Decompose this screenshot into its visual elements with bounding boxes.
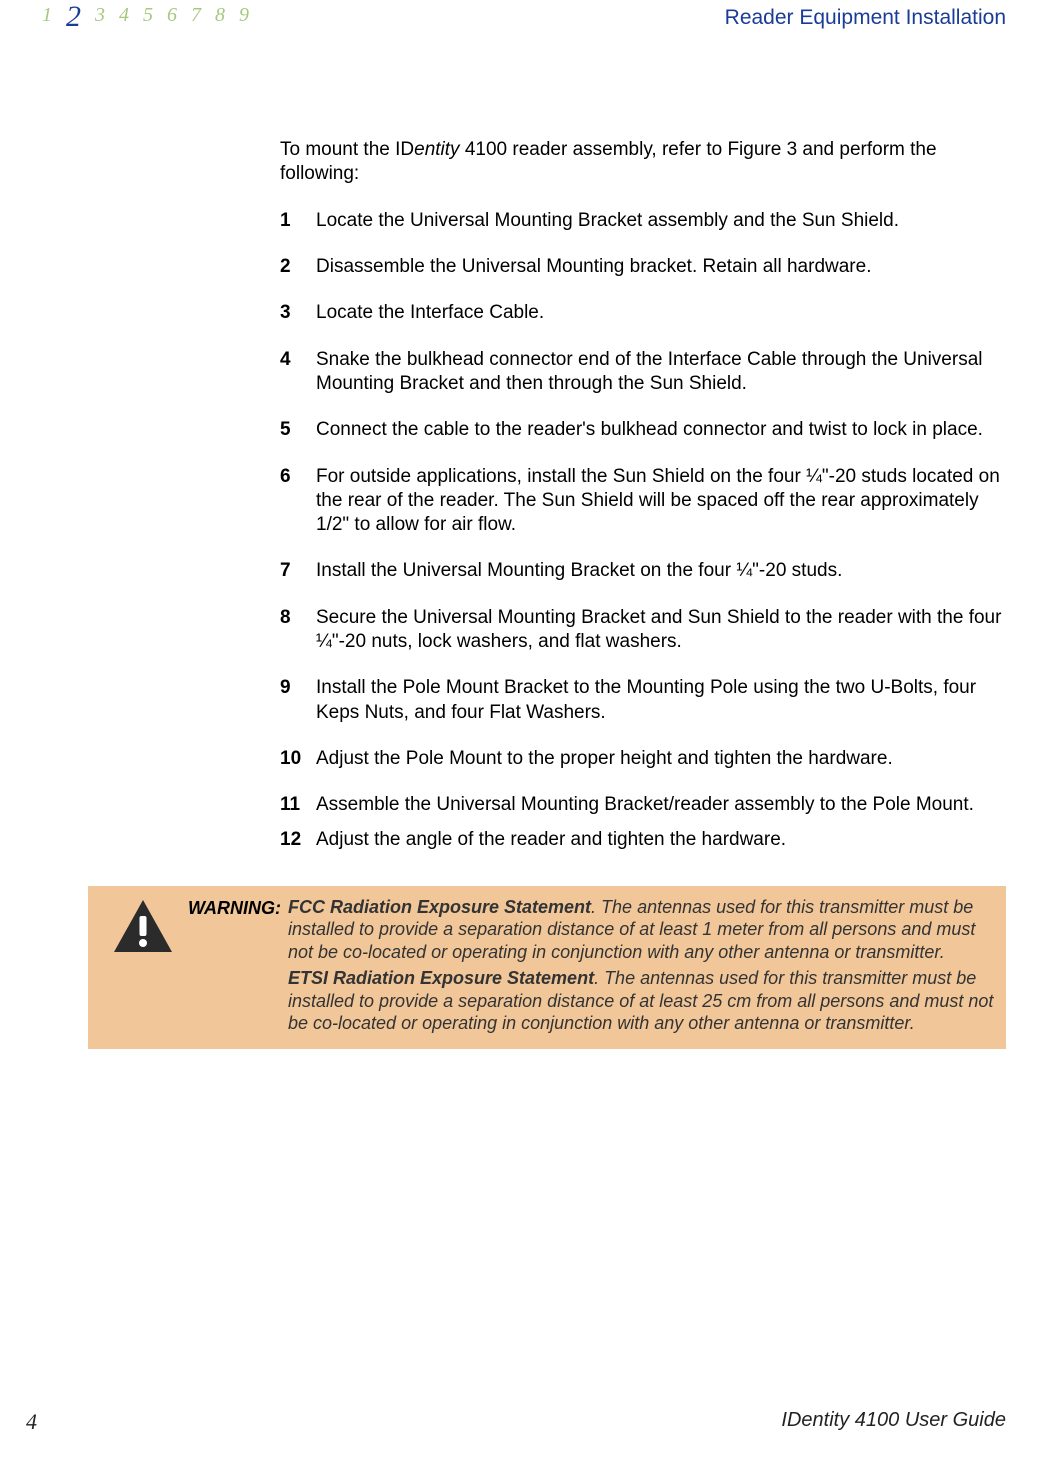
step-item: 5Connect the cable to the reader's bulkh… xyxy=(280,418,1006,442)
intro-em: entity xyxy=(414,139,459,160)
step-text: Adjust the Pole Mount to the proper heig… xyxy=(316,747,1006,771)
step-number: 2 xyxy=(280,255,316,279)
step-text: Disassemble the Universal Mounting brack… xyxy=(316,255,1006,279)
step-item: 2Disassemble the Universal Mounting brac… xyxy=(280,255,1006,279)
warning-p2-strong: ETSI Radiation Exposure Statement xyxy=(288,968,594,988)
step-text: Install the Pole Mount Bracket to the Mo… xyxy=(316,676,1006,725)
step-number: 7 xyxy=(280,559,316,583)
step-text: Locate the Interface Cable. xyxy=(316,301,1006,325)
step-item: 12Adjust the angle of the reader and tig… xyxy=(280,828,1006,852)
footer-title: IDentity 4100 User Guide xyxy=(781,1409,1006,1435)
step-item: 11Assemble the Universal Mounting Bracke… xyxy=(280,793,1006,817)
step-text: Install the Universal Mounting Bracket o… xyxy=(316,559,1006,583)
chapter-5: 5 xyxy=(143,4,153,38)
chapter-1: 1 xyxy=(42,4,52,38)
page-number: 4 xyxy=(26,1409,37,1435)
step-item: 1Locate the Universal Mounting Bracket a… xyxy=(280,209,1006,233)
warning-icon xyxy=(112,898,174,954)
step-text: Assemble the Universal Mounting Bracket/… xyxy=(316,793,1006,817)
warning-box: WARNING: FCC Radiation Exposure Statemen… xyxy=(88,886,1006,1049)
step-number: 4 xyxy=(280,348,316,397)
warning-p2: ETSI Radiation Exposure Statement. The a… xyxy=(288,967,996,1035)
step-text: For outside applications, install the Su… xyxy=(316,465,1006,538)
step-text: Secure the Universal Mounting Bracket an… xyxy=(316,606,1006,655)
footer-title-prefix: ID xyxy=(781,1409,801,1431)
step-text: Locate the Universal Mounting Bracket as… xyxy=(316,209,1006,233)
step-item: 6For outside applications, install the S… xyxy=(280,465,1006,538)
warning-label: WARNING: xyxy=(188,896,288,1039)
step-text: Snake the bulkhead connector end of the … xyxy=(316,348,1006,397)
chapter-6: 6 xyxy=(167,4,177,38)
warning-text: FCC Radiation Exposure Statement. The an… xyxy=(288,896,996,1039)
step-number: 10 xyxy=(280,747,316,771)
step-number: 8 xyxy=(280,606,316,655)
step-item: 10Adjust the Pole Mount to the proper he… xyxy=(280,747,1006,771)
step-number: 5 xyxy=(280,418,316,442)
chapter-3: 3 xyxy=(95,4,105,38)
step-number: 11 xyxy=(280,793,316,817)
chapter-4: 4 xyxy=(119,4,129,38)
chapter-nav: 123456789 xyxy=(42,4,249,38)
main-content: To mount the IDentity 4100 reader assemb… xyxy=(0,38,1046,852)
intro-prefix: To mount the ID xyxy=(280,139,414,160)
warning-p1: FCC Radiation Exposure Statement. The an… xyxy=(288,896,996,964)
step-number: 9 xyxy=(280,676,316,725)
footer-title-em: entity xyxy=(801,1409,849,1431)
page-footer: 4 IDentity 4100 User Guide xyxy=(0,1409,1046,1435)
step-item: 4Snake the bulkhead connector end of the… xyxy=(280,348,1006,397)
chapter-8: 8 xyxy=(215,4,225,38)
page-header: 123456789 Reader Equipment Installation xyxy=(0,0,1046,38)
step-number: 12 xyxy=(280,828,316,852)
step-text: Connect the cable to the reader's bulkhe… xyxy=(316,418,1006,442)
chapter-2: 2 xyxy=(66,0,81,34)
step-number: 3 xyxy=(280,301,316,325)
chapter-9: 9 xyxy=(239,4,249,38)
chapter-7: 7 xyxy=(191,4,201,38)
step-item: 8Secure the Universal Mounting Bracket a… xyxy=(280,606,1006,655)
warning-icon-wrap xyxy=(98,896,188,1039)
header-title: Reader Equipment Installation xyxy=(725,4,1006,30)
step-number: 6 xyxy=(280,465,316,538)
step-text: Adjust the angle of the reader and tight… xyxy=(316,828,1006,852)
intro-paragraph: To mount the IDentity 4100 reader assemb… xyxy=(280,138,1006,187)
step-item: 9Install the Pole Mount Bracket to the M… xyxy=(280,676,1006,725)
step-item: 3Locate the Interface Cable. xyxy=(280,301,1006,325)
warning-p1-strong: FCC Radiation Exposure Statement xyxy=(288,897,591,917)
step-item: 7Install the Universal Mounting Bracket … xyxy=(280,559,1006,583)
footer-title-suffix: 4100 User Guide xyxy=(849,1409,1006,1431)
step-number: 1 xyxy=(280,209,316,233)
steps-list: 1Locate the Universal Mounting Bracket a… xyxy=(280,209,1006,852)
